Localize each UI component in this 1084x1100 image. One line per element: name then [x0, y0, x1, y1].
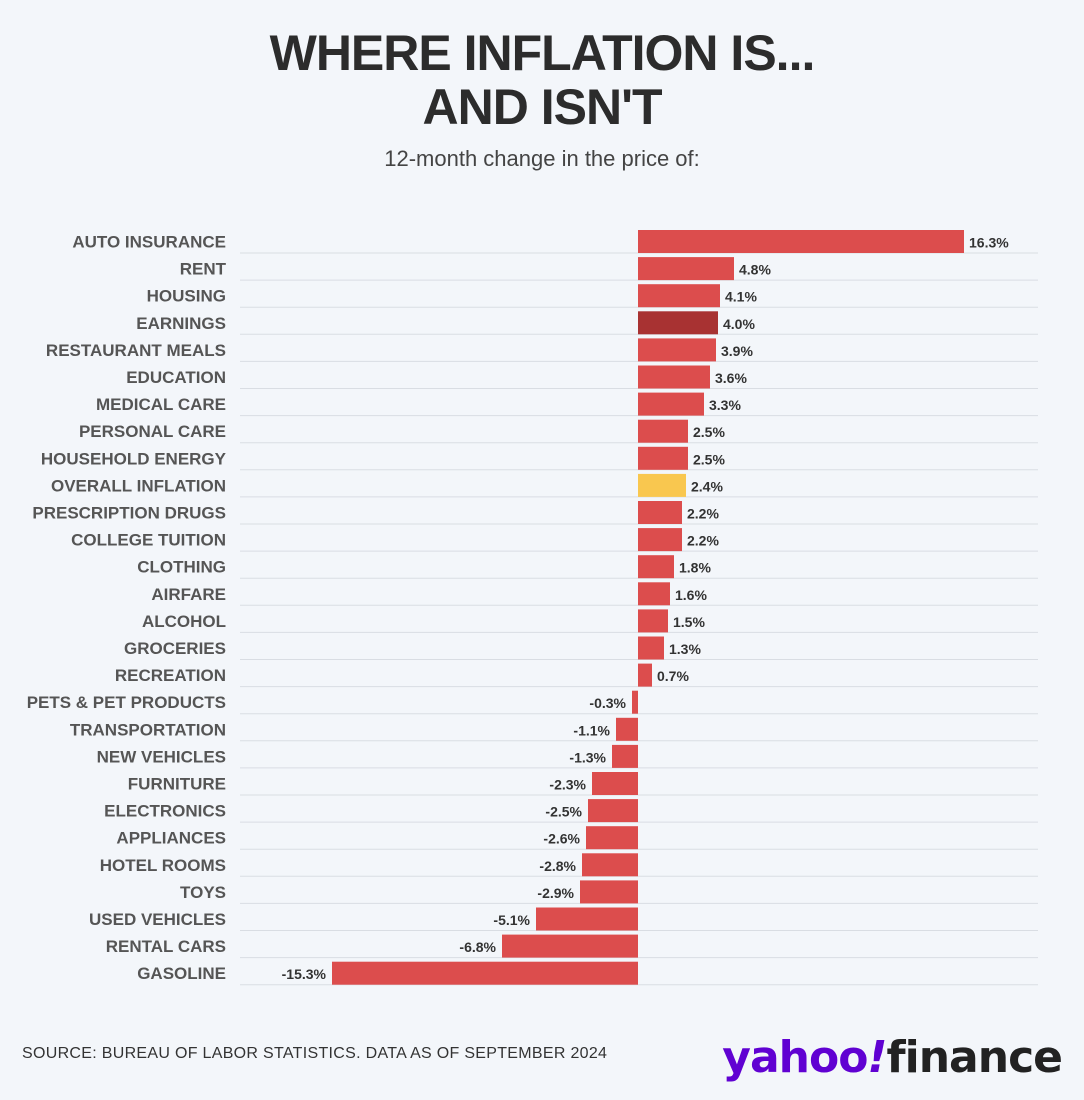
bar-pets-pet-products	[632, 690, 638, 714]
bar-alcohol	[638, 609, 668, 633]
logo-yahoo: yahoo	[722, 1032, 868, 1083]
title-line-1: WHERE INFLATION IS...	[269, 25, 816, 81]
category-label-electronics: ELECTRONICS	[104, 802, 226, 821]
value-label-education: 3.6%	[715, 370, 747, 386]
bar-clothing	[638, 555, 674, 579]
value-label-furniture: -2.3%	[549, 777, 586, 793]
logo-bang: !	[867, 1032, 887, 1083]
category-label-transportation: TRANSPORTATION	[70, 720, 226, 739]
value-label-clothing: 1.8%	[679, 560, 711, 576]
source-note: SOURCE: BUREAU OF LABOR STATISTICS. DATA…	[22, 1045, 608, 1062]
value-label-alcohol: 1.5%	[673, 614, 705, 630]
bar-transportation	[616, 717, 638, 741]
category-label-new-vehicles: NEW VEHICLES	[97, 747, 226, 766]
category-label-clothing: CLOTHING	[137, 558, 226, 577]
bar-restaurant-meals	[638, 338, 716, 362]
value-label-restaurant-meals: 3.9%	[721, 343, 753, 359]
category-label-personal-care: PERSONAL CARE	[79, 422, 226, 441]
category-label-alcohol: ALCOHOL	[142, 612, 226, 631]
value-label-used-vehicles: -5.1%	[493, 912, 530, 928]
value-label-housing: 4.1%	[725, 289, 757, 305]
value-label-toys: -2.9%	[537, 885, 574, 901]
value-label-overall-inflation: 2.4%	[691, 478, 723, 494]
value-label-medical-care: 3.3%	[709, 397, 741, 413]
value-label-gasoline: -15.3%	[282, 966, 327, 982]
value-label-transportation: -1.1%	[573, 722, 610, 738]
bar-recreation	[638, 663, 652, 687]
value-label-appliances: -2.6%	[543, 831, 580, 847]
bar-overall-inflation	[638, 473, 686, 497]
bar-rent	[638, 257, 734, 281]
value-label-electronics: -2.5%	[545, 804, 582, 820]
value-label-new-vehicles: -1.3%	[569, 749, 606, 765]
value-label-earnings: 4.0%	[723, 316, 755, 332]
bar-appliances	[586, 826, 638, 850]
category-label-overall-inflation: OVERALL INFLATION	[51, 476, 226, 495]
category-label-college-tuition: COLLEGE TUITION	[71, 531, 226, 550]
category-label-toys: TOYS	[180, 883, 226, 902]
category-label-rent: RENT	[180, 260, 227, 279]
subtitle: 12-month change in the price of:	[384, 146, 700, 171]
category-label-gasoline: GASOLINE	[137, 964, 226, 983]
value-label-rent: 4.8%	[739, 262, 771, 278]
category-label-used-vehicles: USED VEHICLES	[89, 910, 226, 929]
bar-new-vehicles	[612, 744, 638, 768]
category-label-household-energy: HOUSEHOLD ENERGY	[41, 449, 227, 468]
bar-gasoline	[332, 961, 638, 985]
bar-airfare	[638, 582, 670, 606]
category-label-hotel-rooms: HOTEL ROOMS	[100, 856, 226, 875]
bar-groceries	[638, 636, 664, 660]
category-label-rental-cars: RENTAL CARS	[106, 937, 226, 956]
value-label-household-energy: 2.5%	[693, 451, 725, 467]
value-label-college-tuition: 2.2%	[687, 533, 719, 549]
bar-furniture	[592, 772, 638, 795]
bar-toys	[580, 880, 638, 904]
value-label-prescription-drugs: 2.2%	[687, 506, 719, 522]
bar-household-energy	[638, 446, 688, 470]
bar-hotel-rooms	[582, 853, 638, 877]
value-label-auto-insurance: 16.3%	[969, 235, 1009, 251]
bar-electronics	[588, 799, 638, 823]
category-label-furniture: FURNITURE	[128, 775, 226, 794]
category-label-airfare: AIRFARE	[151, 585, 226, 604]
bar-rental-cars	[502, 934, 638, 958]
category-label-pets-pet-products: PETS & PET PRODUCTS	[27, 693, 226, 712]
category-label-prescription-drugs: PRESCRIPTION DRUGS	[32, 504, 226, 523]
category-label-restaurant-meals: RESTAURANT MEALS	[46, 341, 226, 360]
logo-finance: finance	[886, 1032, 1063, 1083]
category-label-education: EDUCATION	[126, 368, 226, 387]
bar-housing	[638, 284, 720, 308]
category-label-auto-insurance: AUTO INSURANCE	[72, 233, 226, 252]
category-label-groceries: GROCERIES	[124, 639, 226, 658]
value-label-personal-care: 2.5%	[693, 424, 725, 440]
value-label-hotel-rooms: -2.8%	[539, 858, 576, 874]
value-label-recreation: 0.7%	[657, 668, 689, 684]
bar-chart: AUTO INSURANCE 16.3% RENT 4.8% HOUSING 4.1% EA…	[27, 230, 1038, 986]
bar-earnings	[638, 311, 718, 335]
yahoo-finance-logo: yahoo!finance	[722, 1032, 1063, 1083]
bar-medical-care	[638, 392, 704, 416]
category-label-medical-care: MEDICAL CARE	[96, 395, 226, 414]
value-label-airfare: 1.6%	[675, 587, 707, 603]
category-label-housing: HOUSING	[147, 287, 226, 306]
bar-personal-care	[638, 419, 688, 443]
category-label-appliances: APPLIANCES	[116, 829, 226, 848]
bar-auto-insurance	[638, 230, 964, 253]
bar-prescription-drugs	[638, 501, 682, 524]
value-label-rental-cars: -6.8%	[459, 939, 496, 955]
page-title: WHERE INFLATION IS... AND ISN'T	[0, 26, 1084, 134]
category-label-recreation: RECREATION	[115, 666, 226, 685]
bar-used-vehicles	[536, 907, 638, 931]
category-label-earnings: EARNINGS	[136, 314, 226, 333]
value-label-pets-pet-products: -0.3%	[589, 695, 626, 711]
bar-education	[638, 365, 710, 389]
bar-college-tuition	[638, 528, 682, 552]
title-line-2: AND ISN'T	[422, 79, 663, 135]
value-label-groceries: 1.3%	[669, 641, 701, 657]
